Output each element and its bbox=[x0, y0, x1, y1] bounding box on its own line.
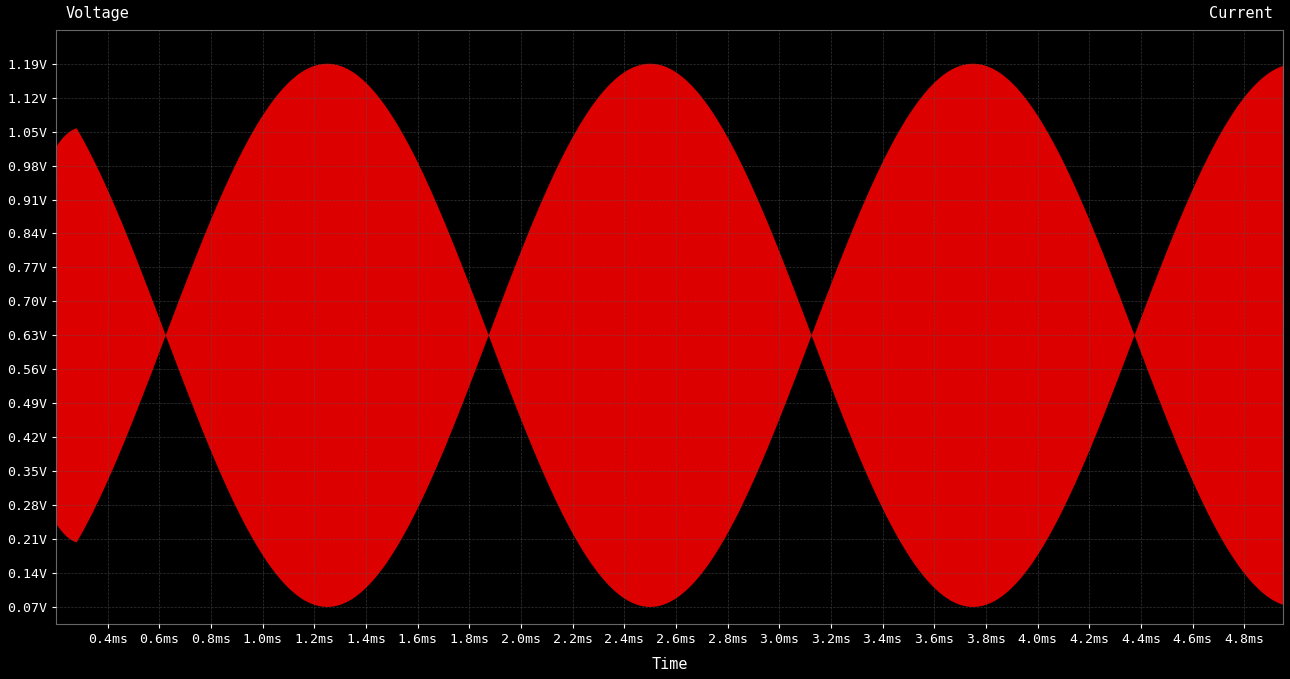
Text: Current: Current bbox=[1209, 6, 1273, 21]
Text: Voltage: Voltage bbox=[66, 6, 130, 21]
X-axis label: Time: Time bbox=[651, 657, 688, 672]
